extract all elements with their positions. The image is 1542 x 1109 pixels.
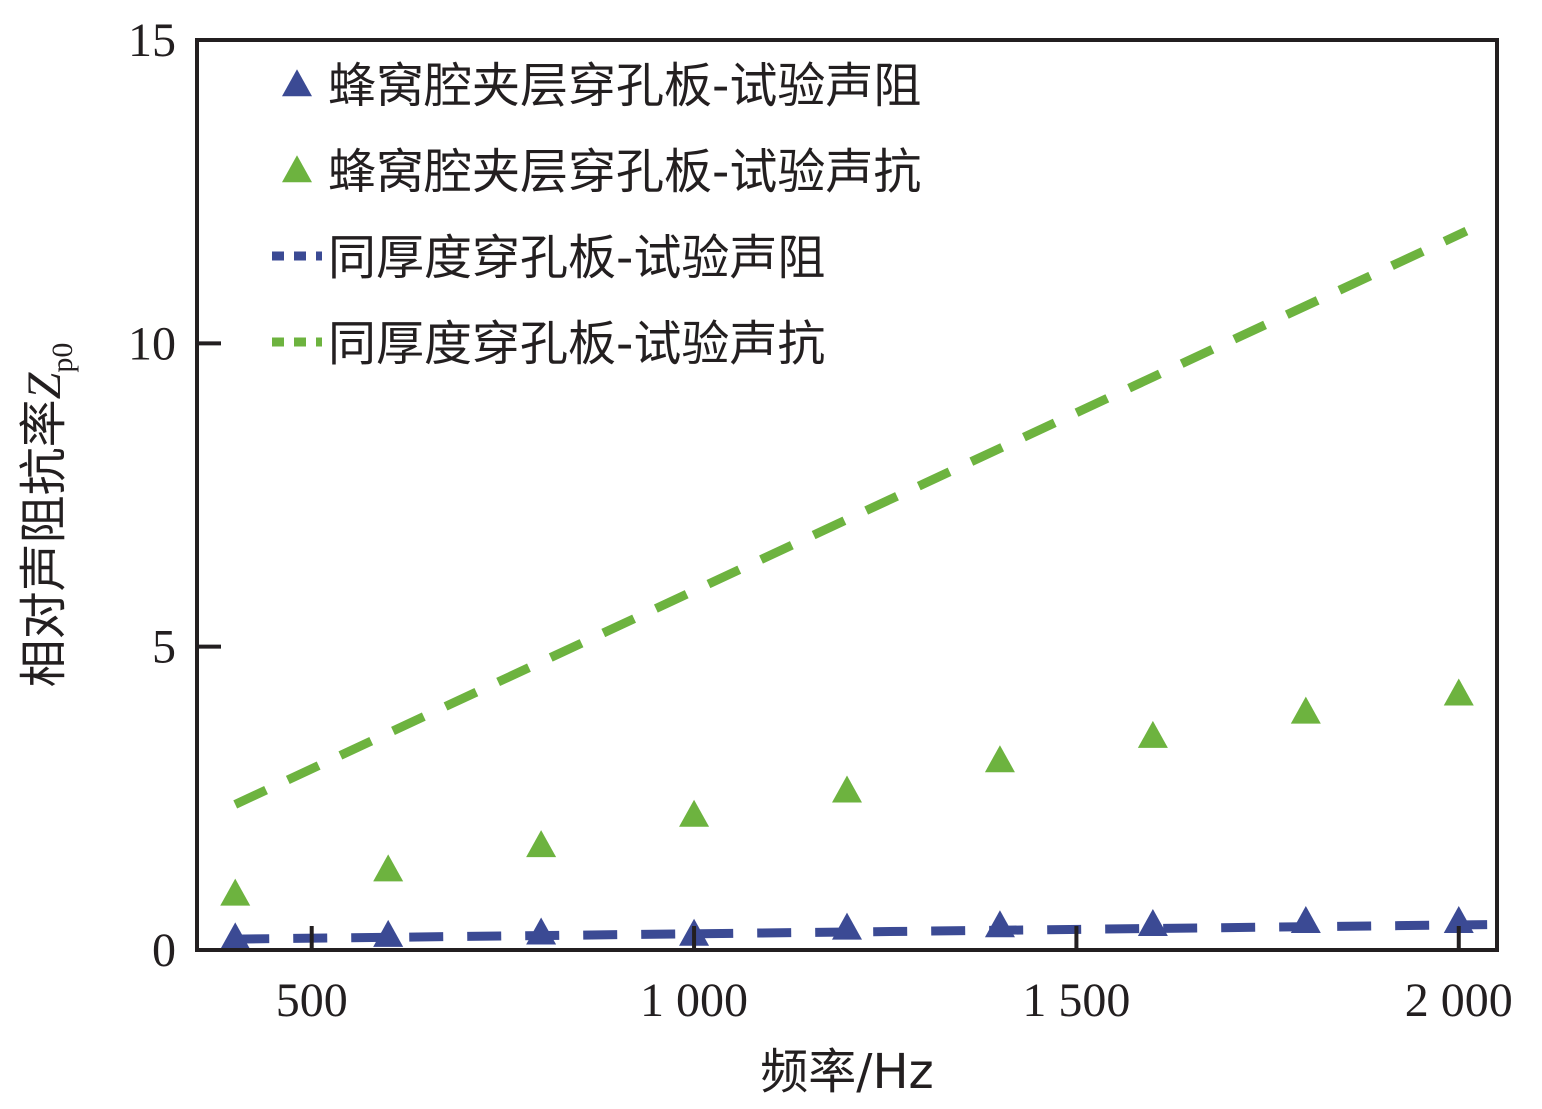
legend-label: 同厚度穿孔板-试验声抗 bbox=[328, 316, 825, 372]
data-point bbox=[1137, 908, 1168, 936]
data-point bbox=[220, 922, 251, 950]
legend-item: 同厚度穿孔板-试验声抗 bbox=[272, 316, 825, 372]
legend-label: 蜂窝腔夹层穿孔板-试验声阻 bbox=[328, 58, 921, 114]
data-point bbox=[984, 745, 1015, 773]
series-line bbox=[233, 227, 1469, 809]
y-tick-label: 15 bbox=[128, 14, 176, 67]
x-tick-label: 500 bbox=[276, 974, 348, 1027]
ticks-layer: 500 1 000 1 500 2 000 0 5 10 15 bbox=[128, 14, 1513, 1027]
y-axis-label-subscript: p0 bbox=[46, 343, 79, 373]
x-tick-label: 2 000 bbox=[1405, 974, 1513, 1027]
data-point bbox=[526, 917, 557, 945]
y-axis-label-main: 相对声阻抗率 bbox=[16, 399, 72, 687]
x-tick-label: 1 500 bbox=[1022, 974, 1130, 1027]
data-point bbox=[1137, 720, 1168, 748]
data-point bbox=[1290, 905, 1321, 933]
y-axis-label-symbol: Z bbox=[18, 371, 71, 399]
y-axis-label: 相对声阻抗率Zp0 bbox=[16, 343, 79, 688]
legend-label: 同厚度穿孔板-试验声阻 bbox=[328, 230, 825, 286]
data-point bbox=[679, 799, 710, 827]
legend-item: 蜂窝腔夹层穿孔板-试验声抗 bbox=[282, 144, 921, 200]
data-point bbox=[373, 854, 404, 882]
x-tick-label: 1 000 bbox=[640, 974, 748, 1027]
data-point bbox=[373, 919, 404, 947]
data-point bbox=[1443, 905, 1474, 933]
plot-frame bbox=[195, 38, 1499, 952]
legend-item: 同厚度穿孔板-试验声阻 bbox=[272, 230, 825, 286]
data-point bbox=[1290, 696, 1321, 724]
data-point bbox=[220, 878, 251, 906]
y-axis-label-text: 相对声阻抗率Zp0 bbox=[16, 343, 79, 688]
y-tick-label: 0 bbox=[152, 924, 176, 977]
data-point bbox=[1443, 678, 1474, 706]
series-line bbox=[235, 920, 1498, 944]
data-point bbox=[526, 830, 557, 858]
y-tick-label: 10 bbox=[128, 317, 176, 370]
x-axis-label: 频率/Hz bbox=[760, 1044, 933, 1100]
data-point bbox=[832, 775, 862, 803]
series-layer bbox=[220, 227, 1498, 950]
legend: 蜂窝腔夹层穿孔板-试验声阻蜂窝腔夹层穿孔板-试验声抗同厚度穿孔板-试验声阻同厚度… bbox=[272, 58, 921, 372]
legend-marker bbox=[282, 155, 312, 183]
data-point bbox=[984, 910, 1015, 938]
legend-label: 蜂窝腔夹层穿孔板-试验声抗 bbox=[328, 144, 921, 200]
legend-marker bbox=[282, 69, 312, 97]
y-tick-label: 5 bbox=[152, 621, 176, 674]
legend-item: 蜂窝腔夹层穿孔板-试验声阻 bbox=[282, 58, 921, 114]
data-point bbox=[832, 912, 862, 940]
